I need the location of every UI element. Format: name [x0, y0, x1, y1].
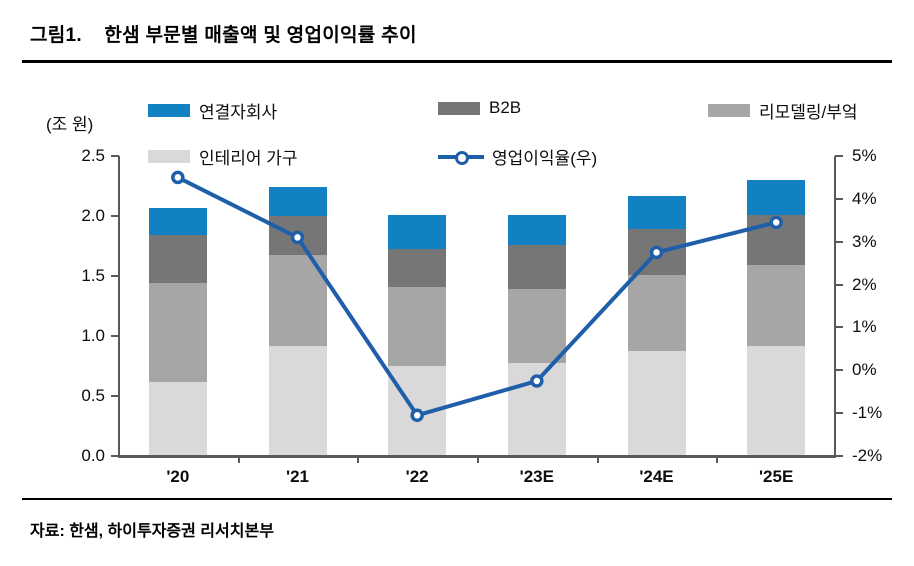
- legend-item-label: 인테리어 가구: [199, 149, 298, 168]
- right-axis-tick: [835, 326, 843, 329]
- bar-segment[interactable]: [627, 195, 686, 230]
- left-axis-tick: [111, 335, 119, 337]
- right-axis-tick-label: 3%: [852, 231, 877, 251]
- bar-segment[interactable]: [268, 187, 327, 217]
- operating-margin-line-layer: [171, 170, 783, 423]
- right-axis-tick-label: 5%: [852, 146, 877, 165]
- source-divider: [22, 498, 892, 500]
- left-axis-tick-label: 1.5: [81, 266, 105, 285]
- legend-item[interactable]: 연결자회사: [148, 98, 277, 123]
- source-note: 자료: 한샘, 하이투자증권 리서치본부: [30, 523, 274, 540]
- bar-segment[interactable]: [268, 345, 327, 455]
- bar-segment[interactable]: [627, 275, 686, 351]
- right-axis-tick-label: 4%: [852, 188, 877, 208]
- legend-item[interactable]: 영업이익율(우): [438, 144, 597, 169]
- left-axis-tick-label: 2.5: [81, 146, 105, 165]
- title-divider: [22, 60, 892, 63]
- bar-segment[interactable]: [507, 245, 566, 290]
- right-axis-tick: [835, 283, 843, 286]
- right-axis-line: [834, 156, 836, 457]
- bar-stack[interactable]: [627, 195, 686, 455]
- legend-item[interactable]: 인테리어 가구: [148, 144, 298, 169]
- left-axis-tick: [111, 215, 119, 217]
- line-data-point[interactable]: [769, 215, 783, 230]
- right-axis-tick: [835, 197, 843, 200]
- bar-stack[interactable]: [148, 207, 207, 455]
- x-axis-tick-label: '21: [286, 467, 309, 486]
- x-axis-tick-label: '22: [405, 467, 429, 486]
- legend-swatch-icon: [148, 150, 190, 163]
- left-axis-tick-label: 0.5: [81, 386, 105, 405]
- x-axis-tick-label: '20: [166, 467, 190, 486]
- line-data-point[interactable]: [171, 170, 185, 185]
- page-title: 그림1. 한샘 부문별 매출액 및 영업이익률 추이: [30, 20, 417, 47]
- x-axis-tick: [716, 456, 719, 463]
- left-axis-tick: [111, 275, 119, 277]
- bar-segment[interactable]: [507, 215, 566, 245]
- x-axis-tick-label: '23E: [519, 467, 554, 486]
- figure-header: 그림1. 한샘 부문별 매출액 및 영업이익률 추이: [0, 0, 914, 63]
- legend-item-label: 영업이익율(우): [492, 149, 598, 168]
- left-axis-tick: [111, 455, 119, 457]
- operating-margin-line: [175, 175, 779, 418]
- left-axis-tick: [111, 395, 119, 397]
- legend-item-label: 리모델링/부엌: [759, 103, 858, 122]
- line-data-point[interactable]: [410, 408, 424, 423]
- legend-item[interactable]: 리모델링/부엌: [708, 98, 858, 123]
- right-axis-tick: [835, 155, 843, 157]
- left-axis-line: [118, 156, 120, 457]
- bar-segment[interactable]: [747, 265, 806, 346]
- bar-segment[interactable]: [747, 345, 806, 455]
- bar-segment[interactable]: [148, 207, 207, 236]
- right-axis-tick: [835, 369, 843, 372]
- bar-segment[interactable]: [388, 287, 447, 367]
- figure-label: 그림1.: [30, 25, 83, 46]
- bar-segment[interactable]: [388, 248, 447, 287]
- legend-swatch-icon: [148, 104, 190, 117]
- right-axis-tick: [835, 240, 843, 243]
- left-axis-tick-label: 1.0: [81, 326, 105, 345]
- x-axis-tick: [596, 456, 599, 463]
- right-axis-tick-label: 1%: [852, 317, 877, 337]
- legend-item-label: B2B: [489, 98, 522, 117]
- legend-line-marker-icon: [438, 150, 484, 165]
- x-axis-tick: [357, 456, 360, 463]
- bar-segment[interactable]: [148, 283, 207, 382]
- legend-item-label: 연결자회사: [199, 103, 278, 122]
- bar-stack[interactable]: [268, 187, 327, 455]
- legend-line-dot: [455, 150, 469, 165]
- bar-segment[interactable]: [148, 381, 207, 455]
- line-data-point[interactable]: [649, 245, 664, 260]
- legend-swatch-icon: [708, 104, 750, 117]
- left-axis-tick-label: 0.0: [81, 446, 105, 465]
- right-axis-tick: [835, 412, 843, 415]
- bar-segment[interactable]: [747, 180, 806, 215]
- x-axis-tick-label: '24E: [639, 467, 674, 486]
- chart-plot-area: 0.0 0.5 1.0 1.5 2.0 2.5 -2% -1% 0% 1% 2% 3% 4% 5% '2…: [81, 146, 882, 486]
- x-axis-tick: [237, 456, 240, 463]
- bar-segment[interactable]: [268, 254, 327, 346]
- right-axis-tick-label: 2%: [852, 274, 877, 294]
- figure-title: 한샘 부문별 매출액 및 영업이익률 추이: [104, 25, 417, 46]
- bar-segment[interactable]: [388, 215, 447, 249]
- x-axis-tick: [477, 456, 479, 463]
- right-axis-tick-label: 0%: [852, 360, 877, 380]
- x-axis-tick-label: '25E: [759, 467, 794, 486]
- y-axis-unit-label: (조 원): [46, 115, 94, 134]
- bar-segment[interactable]: [627, 350, 686, 455]
- legend-item[interactable]: B2B: [438, 98, 521, 118]
- left-axis-tick: [111, 155, 119, 157]
- left-axis-tick-label: 2.0: [81, 206, 105, 225]
- line-data-point[interactable]: [530, 374, 544, 388]
- line-data-point[interactable]: [290, 230, 305, 245]
- right-axis-tick-label: -1%: [852, 403, 883, 423]
- legend-swatch-icon: [438, 101, 480, 115]
- right-axis-tick: [835, 455, 843, 457]
- right-axis-tick-label: -2%: [852, 446, 883, 465]
- bar-segment[interactable]: [148, 235, 207, 284]
- bar-segment[interactable]: [507, 289, 566, 363]
